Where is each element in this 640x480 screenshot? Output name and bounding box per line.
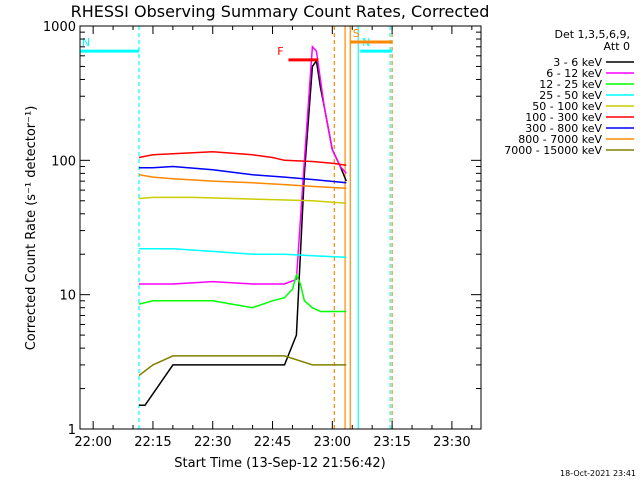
x-tick-label: 22:45 xyxy=(254,435,291,450)
annotation-label: S xyxy=(353,27,360,40)
chart-title: RHESSI Observing Summary Count Rates, Co… xyxy=(71,2,490,21)
series-line-1 xyxy=(139,45,347,285)
series-line-0 xyxy=(139,58,347,407)
series-line-4 xyxy=(138,196,347,204)
x-axis-label: Start Time (13-Sep-12 21:56:42) xyxy=(174,456,385,471)
y-axis: 1 10 100 1000 xyxy=(43,20,481,438)
y-tick-label: 1000 xyxy=(43,20,76,35)
legend-label: 7000 - 15000 keV xyxy=(504,144,602,157)
annotations: NNFS xyxy=(80,27,393,62)
legend-header-line: Det 1,3,5,6,9, xyxy=(554,28,630,41)
plot-frame xyxy=(79,25,482,430)
annotation-label: N xyxy=(82,36,90,49)
x-tick-label: 22:00 xyxy=(74,435,111,450)
series-group xyxy=(138,45,347,407)
series-line-6 xyxy=(139,165,347,184)
vertical-markers xyxy=(138,26,393,429)
series-line-3 xyxy=(139,247,347,258)
legend-label: 50 - 100 keV xyxy=(532,100,602,113)
x-tick-label: 22:15 xyxy=(134,435,171,450)
annotation-label: F xyxy=(277,45,283,58)
legend-label: 100 - 300 keV xyxy=(525,111,602,124)
plot-area: NNFS xyxy=(80,26,393,429)
legend-label: 300 - 800 keV xyxy=(525,122,602,135)
series-line-8 xyxy=(138,355,347,377)
x-tick-label: 22:30 xyxy=(194,435,231,450)
legend-label: 12 - 25 keV xyxy=(539,78,602,91)
series-line-7 xyxy=(138,174,347,189)
x-tick-label: 23:00 xyxy=(314,435,351,450)
y-tick-label: 100 xyxy=(51,154,76,169)
legend-label: 25 - 50 keV xyxy=(539,89,602,102)
footer-timestamp: 18-Oct-2021 23:41 xyxy=(560,469,636,478)
legend-header: Det 1,3,5,6,9,Att 0 xyxy=(554,28,630,53)
series-line-5 xyxy=(138,150,347,166)
y-tick-label: 10 xyxy=(59,289,76,304)
y-tick-label: 1 xyxy=(68,423,76,438)
x-tick-label: 23:15 xyxy=(373,435,410,450)
legend-label: 3 - 6 keV xyxy=(553,56,602,69)
y-axis-label: Corrected Count Rate (s⁻¹ detector⁻¹) xyxy=(24,106,39,351)
legend-label: 6 - 12 keV xyxy=(546,67,602,80)
legend-header-line: Att 0 xyxy=(604,40,630,53)
x-axis: 22:00 22:15 22:30 22:45 23:00 23:15 23:30 xyxy=(74,26,473,450)
legend-label: 800 - 7000 keV xyxy=(518,133,602,146)
x-tick-label: 23:30 xyxy=(433,435,470,450)
series-line-2 xyxy=(138,272,347,313)
